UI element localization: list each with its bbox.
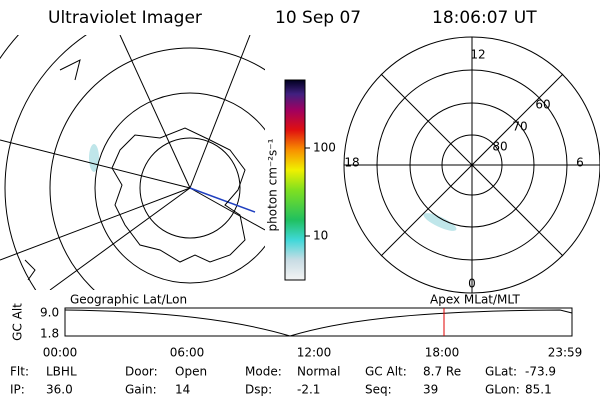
footer: Flt: LBHL Door: Open Mode: Normal GC Alt: 8.7 R… [10,365,556,397]
footer-value: 14 [175,383,190,397]
footer-value: Open [175,365,207,379]
footer-label: Dsp: [245,383,272,397]
time-label: 23:59 [548,346,583,360]
gc-alt-curve [64,309,573,337]
footer-label: IP: [10,383,25,397]
footer-label: GC Alt: [365,365,407,379]
footer-value: 39 [423,383,438,397]
time-label: 00:00 [43,346,78,360]
colorbar-tick-label: 10 [313,229,328,243]
colorbar-tick-label: 100 [313,141,336,155]
footer-label: Mode: [245,365,282,379]
footer-label: Door: [125,365,158,379]
footer-label: GLon: [485,383,520,397]
timeline-frame [64,307,573,337]
footer-label: GLat: [485,365,517,379]
timeline-y-label: 9.0 [40,306,59,320]
mlt-polar-plot [343,36,600,294]
geo-polar-plot [0,35,265,290]
lat-label: 70 [512,120,527,134]
time-label: 06:00 [170,346,205,360]
lat-label: 80 [492,140,507,154]
footer-value: -73.9 [525,365,556,379]
title: Ultraviolet Imager [48,8,202,28]
mlt-label: 0 [468,277,476,291]
time-label: 18:00 [425,346,460,360]
time: 18:06:07 UT [432,8,537,28]
timeline-title: Apex MLat/MLT [430,293,520,307]
mlt-label: 6 [576,156,584,170]
footer-value: 85.1 [525,383,552,397]
time-label: 12:00 [297,346,332,360]
footer-value: LBHL [46,365,77,379]
date: 10 Sep 07 [275,8,361,28]
mlt-label: 12 [470,48,485,62]
mlt-label: 18 [344,156,359,170]
timeline-y-label: 1.8 [40,327,59,341]
colorbar [284,79,306,281]
footer-label: Flt: [10,365,29,379]
timeline-axis-label: GC Alt [11,303,25,341]
footer-label: Seq: [365,383,392,397]
lat-label: 60 [535,98,550,112]
footer-label: Gain: [125,383,157,397]
footer-value: 8.7 Re [423,365,461,379]
timeline-title: Geographic Lat/Lon [70,293,187,307]
footer-value: 36.0 [46,383,73,397]
colorbar-label: photon cm⁻²s⁻¹ [266,138,280,231]
footer-value: Normal [297,365,340,379]
footer-value: -2.1 [297,383,320,397]
